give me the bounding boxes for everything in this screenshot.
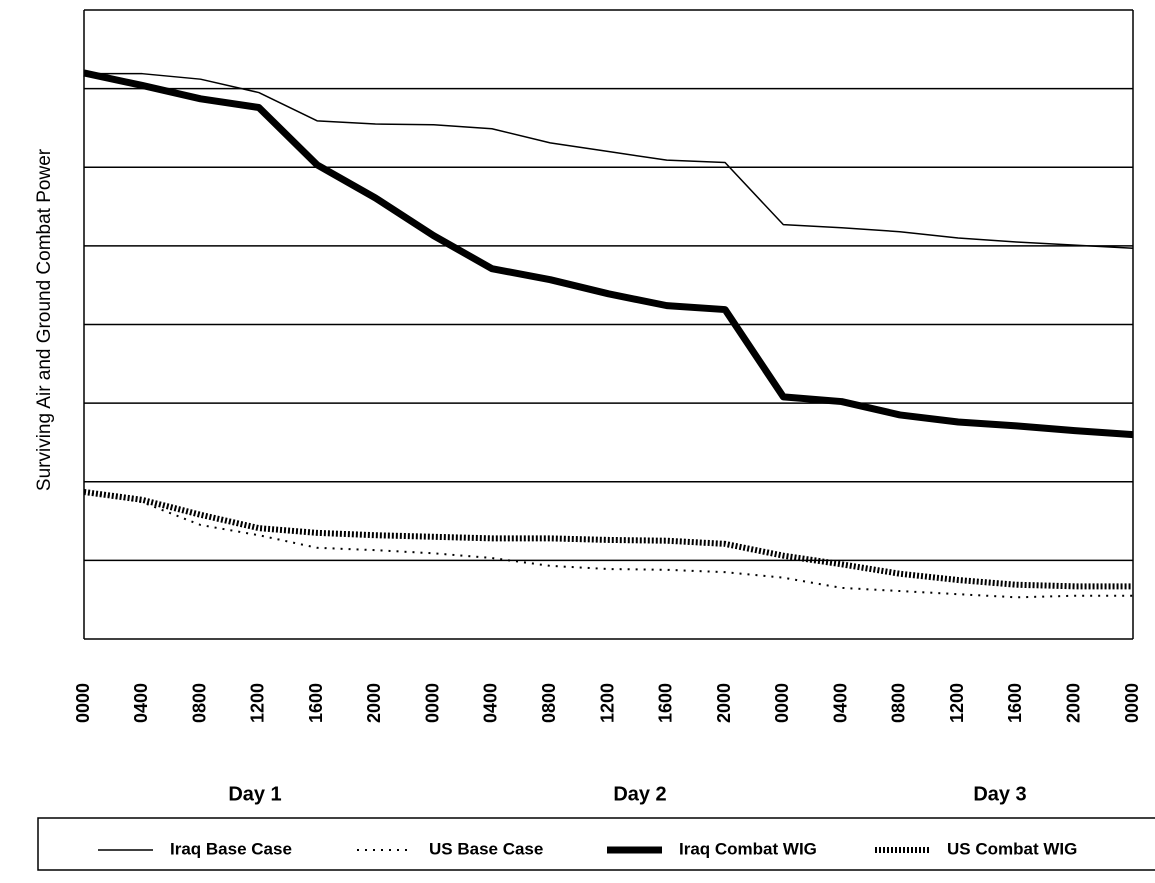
x-tick-label: 2000 [364, 683, 384, 723]
series-line [84, 72, 1134, 249]
series-line [83, 488, 1133, 590]
x-tick-label: 0000 [772, 683, 792, 723]
series-line [83, 69, 1134, 439]
x-tick-label: 1600 [1005, 683, 1025, 723]
x-tick-label: 2000 [1063, 683, 1083, 723]
x-tick-label: 0800 [189, 683, 209, 723]
y-axis-label: Surviving Air and Ground Combat Power [34, 148, 55, 491]
x-tick-label: 1200 [248, 683, 268, 723]
x-tick-label: 0000 [73, 683, 93, 723]
x-tick-label: 0800 [889, 683, 909, 723]
day-label: Day 1 [228, 783, 281, 805]
x-tick-label: 0400 [131, 683, 151, 723]
x-tick-label: 1600 [656, 683, 676, 723]
day-label: Day 2 [613, 783, 666, 805]
x-tick-label: 0800 [539, 683, 559, 723]
x-tick-label: 1200 [947, 683, 967, 723]
day-label: Day 3 [973, 783, 1026, 805]
legend-label: Iraq Combat WIG [679, 839, 817, 858]
x-tick-label: 0400 [481, 683, 501, 723]
x-tick-label: 0400 [830, 683, 850, 723]
legend-label: Iraq Base Case [170, 839, 292, 858]
x-tick-label: 1600 [306, 683, 326, 723]
x-tick-label: 2000 [714, 683, 734, 723]
x-tick-label: 0000 [1122, 683, 1142, 723]
x-tick-label: 1200 [597, 683, 617, 723]
legend-label: US Base Case [429, 839, 543, 858]
legend-label: US Combat WIG [947, 839, 1077, 858]
legend-box [37, 817, 1155, 871]
series-line [83, 490, 1133, 599]
x-tick-label: 0000 [422, 683, 442, 723]
